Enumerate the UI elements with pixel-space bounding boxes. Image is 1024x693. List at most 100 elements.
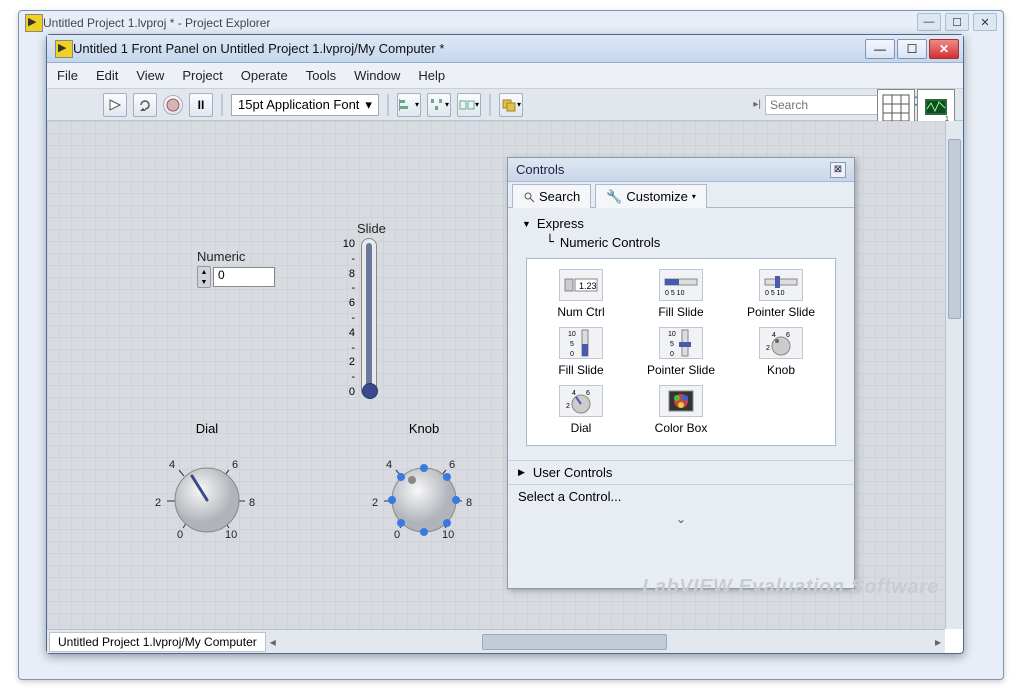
svg-text:10: 10 [225, 529, 237, 541]
tab-scroll-right[interactable]: ▸ [931, 635, 945, 649]
outer-minimize-button[interactable]: — [917, 13, 941, 31]
svg-text:8: 8 [466, 497, 472, 509]
palette-pin-button[interactable]: ⊠ [830, 162, 846, 178]
svg-text:0 5 10: 0 5 10 [665, 290, 685, 297]
run-button[interactable] [103, 93, 127, 117]
svg-text:4: 4 [572, 390, 576, 397]
palette-item-pointer-slide-v[interactable]: 1050 Pointer Slide [633, 327, 729, 377]
palette-user-controls[interactable]: ▶ User Controls [508, 460, 854, 484]
wrench-icon: 🔧 [606, 189, 622, 205]
svg-text:10: 10 [442, 529, 454, 541]
outer-maximize-button[interactable]: ☐ [945, 13, 969, 31]
inner-minimize-button[interactable]: — [865, 39, 895, 59]
vertical-scrollbar[interactable] [945, 121, 963, 629]
numeric-input[interactable]: 0 [213, 267, 275, 287]
watermark: LabVIEW Evaluation Software [642, 576, 939, 599]
svg-text:6: 6 [586, 390, 590, 397]
numeric-label: Numeric [197, 249, 275, 264]
numeric-spinner[interactable]: ▲▼ [197, 266, 211, 288]
knob-control[interactable]: Knob 0 2 4 6 8 10 [364, 421, 484, 551]
knob-label: Knob [364, 421, 484, 436]
chevron-down-icon: ▾ [365, 97, 372, 113]
inner-maximize-button[interactable]: ☐ [897, 39, 927, 59]
slide-thumb[interactable] [362, 383, 378, 399]
palette-search-tab[interactable]: Search [512, 184, 591, 208]
menu-project[interactable]: Project [182, 68, 222, 83]
menu-operate[interactable]: Operate [241, 68, 288, 83]
abort-button[interactable] [163, 95, 183, 115]
labview-icon [25, 14, 43, 32]
pause-button[interactable]: II [189, 93, 213, 117]
palette-select-control[interactable]: Select a Control... [508, 484, 854, 508]
numeric-control[interactable]: Numeric ▲▼ 0 [197, 249, 275, 288]
palette-item-dial[interactable]: 246 Dial [533, 385, 629, 435]
labview-icon [55, 40, 73, 58]
svg-text:2: 2 [372, 497, 378, 509]
menubar: File Edit View Project Operate Tools Win… [47, 63, 963, 89]
palette-grid: 1.23 Num Ctrl 0 5 10 Fill Slide 0 5 10 P… [526, 258, 836, 446]
slide-track[interactable] [361, 238, 377, 398]
run-continuous-button[interactable] [133, 93, 157, 117]
palette-item-pointer-slide-h[interactable]: 0 5 10 Pointer Slide [733, 269, 829, 319]
svg-text:0: 0 [570, 351, 574, 358]
svg-text:0: 0 [394, 529, 400, 541]
font-selector[interactable]: 15pt Application Font ▾ [231, 94, 379, 116]
tab-scroll-left[interactable]: ◂ [266, 635, 280, 649]
svg-text:10: 10 [668, 331, 676, 338]
menu-view[interactable]: View [136, 68, 164, 83]
align-button[interactable]: ▾ [397, 93, 421, 117]
chevron-down-icon: ⌄ [676, 512, 686, 526]
hscroll-thumb[interactable] [482, 634, 668, 650]
outer-titlebar[interactable]: Untitled Project 1.lvproj * - Project Ex… [19, 11, 1003, 35]
dial-control[interactable]: Dial 0 2 4 6 8 10 [147, 421, 267, 551]
toolbar: II 15pt Application Font ▾ ▾ ▾ ▾ ▾ ▸| ? [47, 89, 963, 121]
svg-text:4: 4 [169, 459, 175, 471]
menu-file[interactable]: File [57, 68, 78, 83]
svg-text:6: 6 [232, 459, 238, 471]
controls-palette[interactable]: Controls ⊠ Search 🔧 Customize ▾ ▼ Expres… [507, 157, 855, 589]
menu-window[interactable]: Window [354, 68, 400, 83]
inner-title-text: Untitled 1 Front Panel on Untitled Proje… [73, 41, 444, 56]
front-panel-canvas[interactable]: Numeric ▲▼ 0 Slide 10- 8- 6- 4- 2- 0 [47, 121, 963, 629]
front-panel-window: Untitled 1 Front Panel on Untitled Proje… [46, 34, 964, 654]
menu-help[interactable]: Help [418, 68, 445, 83]
palette-item-num-ctrl[interactable]: 1.23 Num Ctrl [533, 269, 629, 319]
svg-text:0 5 10: 0 5 10 [765, 290, 785, 297]
status-tab[interactable]: Untitled Project 1.lvproj/My Computer [49, 632, 266, 652]
svg-text:1.23: 1.23 [579, 281, 597, 291]
svg-text:6: 6 [449, 459, 455, 471]
svg-text:2: 2 [566, 403, 570, 410]
vscroll-thumb[interactable] [948, 139, 961, 319]
resize-button[interactable]: ▾ [457, 93, 481, 117]
palette-expand[interactable]: ⌄ [508, 508, 854, 530]
svg-text:10: 10 [568, 331, 576, 338]
horizontal-scrollbar[interactable] [296, 634, 915, 650]
reorder-button[interactable]: ▾ [499, 93, 523, 117]
menu-edit[interactable]: Edit [96, 68, 118, 83]
palette-item-knob[interactable]: 246 Knob [733, 327, 829, 377]
dial-label: Dial [147, 421, 267, 436]
inner-close-button[interactable]: ✕ [929, 39, 959, 59]
palette-title-text: Controls [516, 162, 564, 177]
palette-item-color-box[interactable]: Color Box [633, 385, 729, 435]
svg-text:5: 5 [670, 341, 674, 348]
menu-tools[interactable]: Tools [306, 68, 336, 83]
palette-crumb-express[interactable]: ▼ Express [518, 214, 844, 233]
palette-item-fill-slide-h[interactable]: 0 5 10 Fill Slide [633, 269, 729, 319]
svg-text:2: 2 [155, 497, 161, 509]
outer-close-button[interactable]: ✕ [973, 13, 997, 31]
font-selector-label: 15pt Application Font [238, 97, 359, 112]
distribute-button[interactable]: ▾ [427, 93, 451, 117]
inner-titlebar[interactable]: Untitled 1 Front Panel on Untitled Proje… [47, 35, 963, 63]
slide-scale: 10- 8- 6- 4- 2- 0 [337, 238, 355, 398]
slide-control[interactable]: Slide 10- 8- 6- 4- 2- 0 [337, 221, 386, 398]
svg-text:0: 0 [670, 351, 674, 358]
palette-titlebar[interactable]: Controls ⊠ [508, 158, 854, 182]
outer-title-text: Untitled Project 1.lvproj * - Project Ex… [43, 16, 270, 30]
palette-customize-tab[interactable]: 🔧 Customize ▾ [595, 184, 707, 208]
svg-text:5: 5 [570, 341, 574, 348]
svg-text:0: 0 [177, 529, 183, 541]
palette-crumb-numeric[interactable]: └ Numeric Controls [518, 233, 844, 252]
palette-item-fill-slide-v[interactable]: 1050 Fill Slide [533, 327, 629, 377]
slide-label: Slide [357, 221, 386, 236]
